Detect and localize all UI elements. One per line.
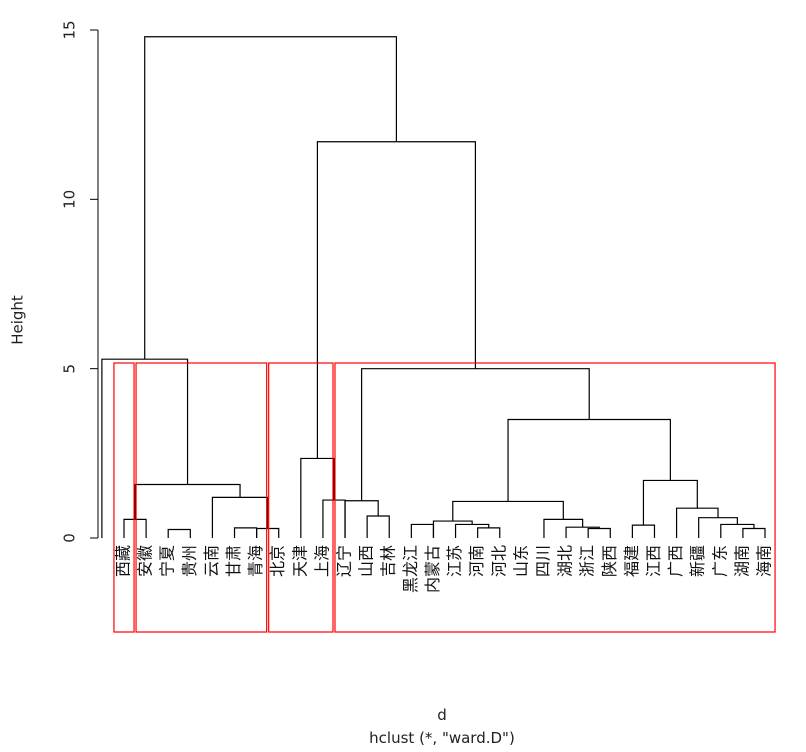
leaf-label: 福建 [622,545,641,577]
merge-link [631,524,656,538]
leaf-label: 北京 [268,545,287,577]
chart-subtitle: hclust (*, "ward.D") [369,729,515,747]
leaf-label: 山西 [357,545,376,577]
y-axis-title: Height [9,295,27,345]
leaf-label: 辽宁 [335,545,354,577]
leaf-label: 江苏 [445,545,464,577]
leaf-label: 吉林 [379,545,398,577]
merge-link [167,528,191,538]
merge-link [366,515,390,538]
leaf-labels: 西藏 安徽 宁夏 贵州 云南 甘肃 青海 北京 天津 上海 辽宁 山西 吉林 黑龙江 内蒙古 江苏 河南 河北 山东… [114,545,774,593]
cluster-box [268,362,334,633]
y-tick-label: 15 [61,20,79,39]
cluster-box [135,362,268,633]
leaf-label: 内蒙古 [423,545,442,593]
leaf-label: 湖北 [556,545,575,577]
merge-link [134,483,241,520]
merge-link [642,479,698,526]
leaf-label: 陕西 [600,545,619,577]
y-axis: 0 5 10 15 [61,20,99,543]
merge-link [507,418,671,502]
leaf-label: 云南 [202,545,221,577]
dendrogram-tree [101,36,766,538]
leaf-label: 湖南 [732,545,751,577]
leaf-label: 天津 [290,545,309,577]
leaf-label: 西藏 [114,545,133,577]
merge-link [565,526,600,538]
leaf-label: 甘肃 [224,545,243,577]
leaf-label: 青海 [246,545,265,577]
cluster-box [113,362,135,633]
leaf-label: 贵州 [180,545,199,577]
leaf-label: 四川 [533,545,552,577]
y-tick-label: 0 [61,533,79,543]
merge-link [144,36,398,360]
leaf-label: 宁夏 [158,545,177,577]
x-axis-title: d [437,706,447,724]
leaf-label: 安徽 [136,545,155,577]
leaf-label: 河北 [489,545,508,577]
merge-link [344,500,379,538]
merge-link [233,527,258,538]
y-tick-label: 10 [61,190,79,209]
cluster-box [334,362,776,633]
leaf-label: 江西 [644,545,663,577]
merge-link [361,368,590,501]
leaf-label: 海南 [755,545,774,577]
leaf-label: 河南 [467,545,486,577]
leaf-label: 上海 [312,545,331,577]
leaf-label: 山东 [511,545,530,577]
leaf-label: 新疆 [688,545,707,577]
leaf-label: 黑龙江 [401,545,420,593]
cluster-boxes [113,362,776,633]
leaf-label: 广东 [710,545,729,577]
y-tick-label: 5 [61,364,79,374]
merge-link [432,520,473,538]
leaf-label: 浙江 [578,545,597,577]
leaf-label: 广西 [666,545,685,577]
